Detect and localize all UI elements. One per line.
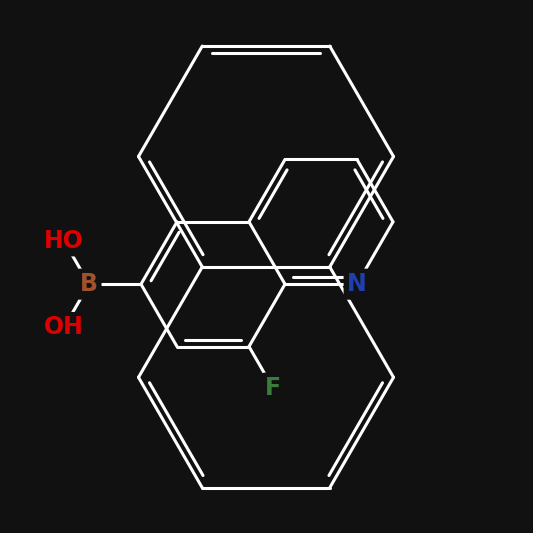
Text: F: F — [265, 376, 281, 400]
Text: B: B — [80, 272, 98, 296]
Text: OH: OH — [44, 316, 84, 340]
Text: N: N — [347, 272, 367, 296]
Text: HO: HO — [44, 229, 84, 253]
